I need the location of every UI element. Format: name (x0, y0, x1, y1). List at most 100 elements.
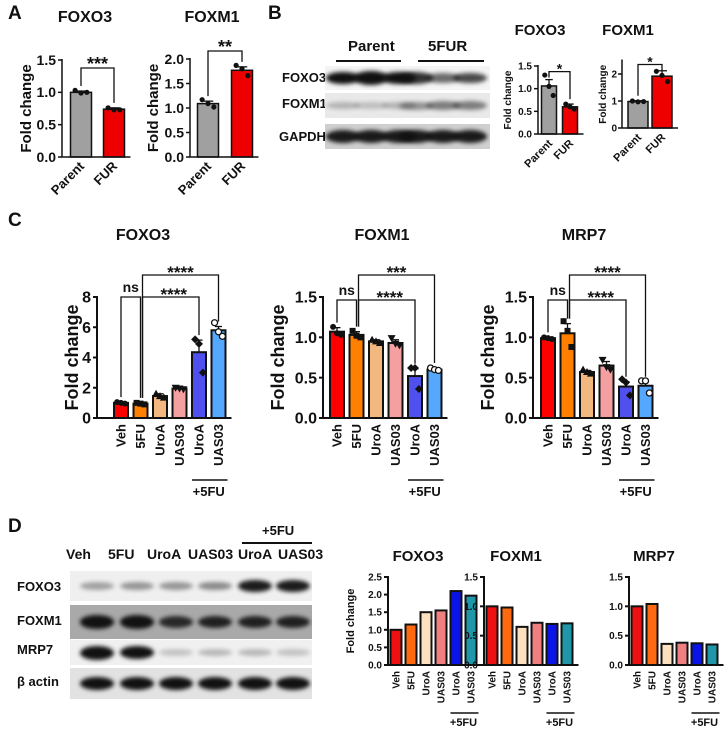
x-tick-label: 5FU (349, 424, 364, 449)
bar (348, 333, 365, 419)
bar (560, 622, 574, 667)
data-point (330, 323, 337, 330)
blot-strip (325, 66, 490, 90)
significance-label: ns (550, 282, 567, 298)
y-tick-label: 1.5 (518, 62, 532, 73)
blot-band (453, 130, 487, 143)
x-tick-label: UroA (518, 671, 529, 695)
significance-label: ** (218, 37, 232, 57)
blot-strip (70, 668, 312, 699)
y-tick-label: 0.5 (165, 124, 185, 140)
x-tick-label: 5FU (133, 424, 148, 449)
data-point (653, 68, 660, 74)
data-point (199, 97, 205, 103)
group-label: +5FU (409, 484, 441, 499)
significance-label: **** (167, 263, 194, 282)
data-point (198, 368, 207, 377)
data-point (414, 384, 423, 393)
y-tick-label: 1.5 (464, 573, 478, 584)
data-point (349, 327, 356, 334)
blot-band (198, 616, 232, 628)
data-point (622, 378, 630, 387)
data-point (560, 318, 567, 325)
bar (102, 108, 126, 158)
data-point (205, 100, 211, 107)
y-tick-label: 2.5 (368, 573, 382, 584)
chart-c-foxm1: FOXM1 Fold change 0.0 0.5 1.0 1.5 Veh 5FU UroA UA… (268, 227, 448, 499)
x-tick-label: Veh (330, 424, 345, 447)
bar (540, 337, 556, 420)
x-tick-label: 5FU (648, 671, 659, 690)
data-point (542, 72, 548, 78)
data-point (211, 104, 217, 110)
x-tick-label: UroA (452, 671, 463, 695)
blot-lane-label: UroA (238, 546, 273, 562)
blot-band (80, 615, 114, 629)
y-tick-label: 1.5 (609, 573, 623, 584)
x-tick-label: UAS03 (708, 671, 719, 704)
y-tick-label: 1.0 (518, 84, 532, 95)
y-axis-label: Fold change (145, 64, 162, 152)
y-tick-label: 0.5 (464, 631, 478, 642)
x-tick-label: FUR (644, 132, 669, 157)
x-tick-label: UAS03 (599, 424, 614, 466)
significance-bracket (336, 299, 358, 327)
x-tick-label: UAS03 (563, 671, 574, 704)
blot-band (354, 71, 388, 85)
blot-row-label: MRP7 (17, 642, 54, 657)
y-tick-label: 0.5 (295, 370, 317, 387)
significance-label: *** (87, 54, 108, 74)
y-tick-label: 0.0 (609, 661, 623, 672)
data-point (602, 364, 611, 372)
y-tick-label: 0.0 (165, 149, 185, 165)
blot-lane-label: Veh (66, 546, 91, 562)
y-tick-label: 1.0 (464, 602, 478, 613)
x-tick-label: Veh (114, 424, 129, 447)
data-point (645, 389, 654, 397)
group-label: +5FU (546, 717, 573, 729)
data-point (121, 400, 128, 407)
blot-strip (70, 605, 312, 639)
group-label: +5FU (193, 484, 225, 499)
y-tick-label: 0.5 (368, 643, 382, 654)
significance-bracket (207, 50, 243, 97)
blot-band (354, 102, 388, 109)
y-tick-label: 0.5 (609, 631, 623, 642)
bar (69, 91, 93, 158)
significance-bracket (568, 299, 627, 377)
data-point (665, 78, 671, 85)
data-point (629, 98, 636, 104)
blot-band (453, 101, 487, 110)
chart-title: FOXM1 (184, 9, 239, 26)
bar (171, 387, 188, 420)
x-tick-label: UAS03 (533, 671, 544, 704)
y-tick-label: 1.5 (368, 608, 382, 619)
y-tick-label: 1.0 (165, 100, 185, 116)
data-point (111, 107, 117, 113)
data-point (357, 334, 364, 341)
bar (530, 621, 544, 667)
x-tick-label: UAS03 (211, 424, 226, 466)
bar (500, 606, 514, 666)
data-point (641, 98, 647, 105)
chart-title: MRP7 (633, 548, 675, 565)
bar (329, 330, 345, 420)
y-tick-label: 0.0 (295, 411, 317, 428)
blot-band (399, 130, 433, 143)
data-point (105, 105, 111, 111)
x-tick-label: UAS03 (467, 671, 478, 704)
data-point (191, 335, 200, 344)
x-tick-label: UroA (153, 423, 168, 455)
blot-group-label: +5FU (262, 523, 295, 538)
x-tick-label: Veh (392, 671, 403, 689)
x-tick-label: Parent (611, 131, 644, 164)
y-tick-label: 1.5 (505, 290, 527, 307)
x-tick-label: FUR (91, 158, 121, 188)
y-axis-label: Fold change (345, 589, 357, 654)
blot-lane-label: UAS03 (188, 546, 234, 562)
blot-row-label: FOXM1 (17, 613, 62, 628)
blot-band (80, 645, 114, 660)
chart-title: FOXM1 (490, 548, 542, 565)
